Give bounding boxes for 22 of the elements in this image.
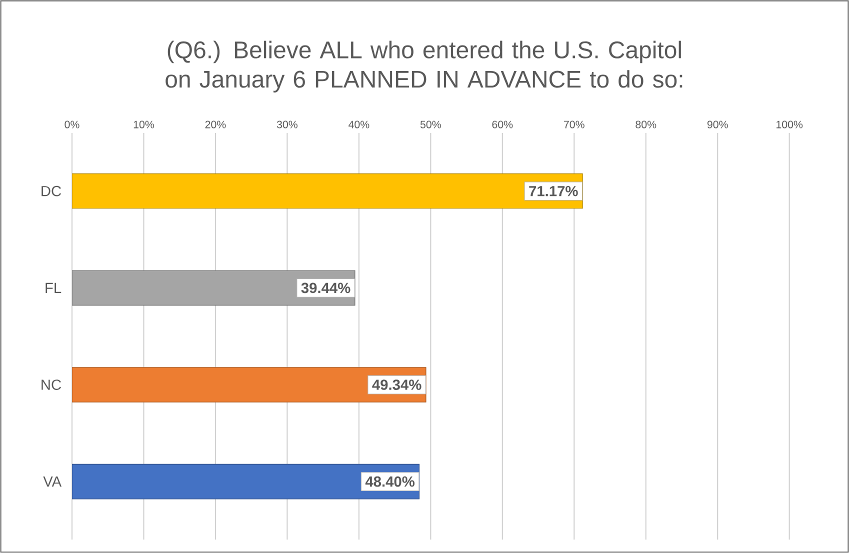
x-tick-label: 40%: [348, 120, 370, 128]
data-label: 39.44%: [301, 282, 350, 294]
y-tick-label: DC: [42, 186, 62, 196]
x-tick-label: 0%: [64, 120, 80, 128]
data-label: 48.40%: [365, 476, 415, 487]
x-tick-label: 80%: [636, 120, 656, 128]
x-tick-label: 90%: [707, 120, 728, 128]
x-tick-label: 70%: [564, 120, 584, 128]
y-tick-label: FL: [46, 282, 62, 293]
x-tick-label: 50%: [420, 120, 441, 128]
x-tick-label: 10%: [134, 120, 154, 128]
data-label: 71.17%: [529, 186, 578, 196]
data-label: 49.34%: [372, 380, 422, 390]
y-tick-label: NC: [42, 380, 62, 390]
bar: [72, 367, 426, 402]
x-tick-label: 20%: [205, 120, 226, 128]
x-tick-label: 30%: [276, 120, 298, 128]
bar: [72, 173, 583, 209]
y-tick-label: VA: [43, 476, 62, 487]
x-tick-label: 100%: [776, 120, 803, 128]
x-tick-label: 60%: [492, 120, 513, 128]
chart-title: (Q6.) Believe ALL who entered the U.S. Capitol on January 6 PLANNED IN ADVANCE to do so:: [166, 40, 682, 93]
